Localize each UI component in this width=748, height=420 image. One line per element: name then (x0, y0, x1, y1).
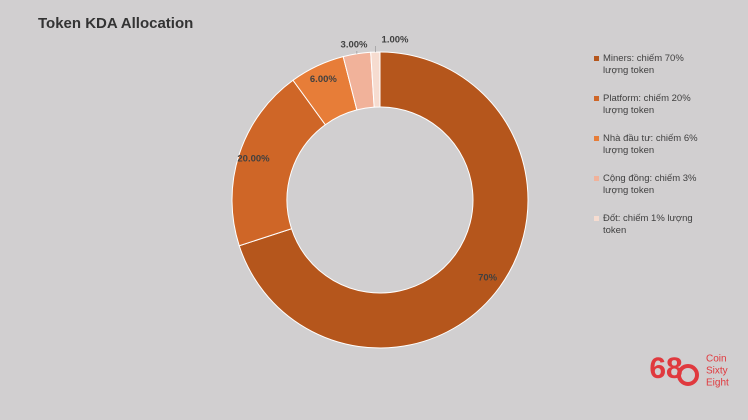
data-label: 1.00% (382, 35, 409, 46)
data-label: 6.00% (310, 74, 337, 85)
legend-label: Cộng đồng: chiếm 3% lượng token (603, 173, 697, 196)
logo: 68 (649, 352, 682, 385)
legend-item: Nhà đầu tư: chiếm 6% lượng token (594, 133, 704, 157)
donut-slice (238, 51, 529, 349)
legend-label: Platform: chiếm 20% lượng token (603, 93, 691, 116)
watermark-text: Sixty (706, 366, 728, 377)
legend-swatch (594, 176, 599, 181)
logo-ring (677, 364, 699, 386)
legend-swatch (594, 56, 599, 61)
legend-item: Cộng đồng: chiếm 3% lượng token (594, 173, 704, 197)
legend-item: Đốt: chiếm 1% lượng token (594, 213, 704, 237)
watermark-text: Coin (706, 354, 727, 365)
legend-label: Đốt: chiếm 1% lượng token (603, 213, 693, 236)
data-label: 3.00% (341, 40, 368, 51)
legend-item: Miners: chiếm 70% lượng token (594, 53, 704, 77)
legend-label: Miners: chiếm 70% lượng token (603, 53, 684, 76)
legend-swatch (594, 136, 599, 141)
chart-title: Token KDA Allocation (38, 15, 193, 32)
data-label: 70% (478, 273, 498, 284)
legend-swatch (594, 216, 599, 221)
legend-label: Nhà đầu tư: chiếm 6% lượng token (603, 133, 698, 156)
data-label: 20.00% (237, 153, 270, 164)
watermark-text: Eight (706, 378, 729, 389)
donut-slice (370, 51, 381, 108)
legend-swatch (594, 96, 599, 101)
legend-item: Platform: chiếm 20% lượng token (594, 93, 704, 117)
